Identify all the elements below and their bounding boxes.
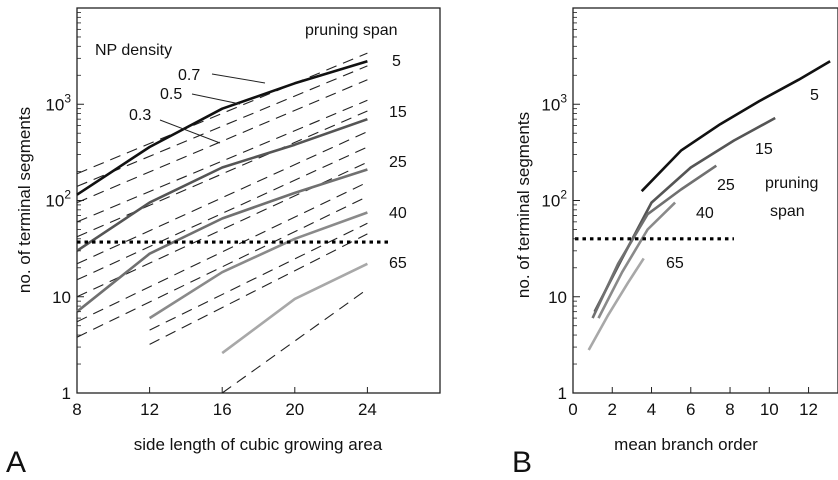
panel-a-y-tick-label: 10 <box>52 288 71 307</box>
span-label-65: 65 <box>666 255 684 272</box>
np-density-label: 0.5 <box>160 86 182 103</box>
span-label-5: 5 <box>810 87 819 104</box>
panel-b-chart: 0 2 4 6 8 10 12 1 10 102 103 5 15 25 40 65 pruning… <box>512 7 838 479</box>
np-density-dashed-line <box>76 52 368 175</box>
panel-a-x-tick-label: 8 <box>72 400 81 419</box>
panel-b-x-tick-label: 10 <box>760 400 779 419</box>
np-density-dashed-line <box>76 181 368 323</box>
panel-a-ticks: 8 12 16 20 24 1 10 102 103 <box>45 12 377 419</box>
np-density-dashed-line <box>76 131 368 265</box>
pruning-span-title-line2: span <box>770 203 805 220</box>
panel-b-ticks: 0 2 4 6 8 10 12 1 10 102 103 <box>541 12 818 419</box>
panel-a-series <box>76 59 368 355</box>
np-density-label: 0.3 <box>129 107 151 124</box>
span-label-15: 15 <box>389 104 407 121</box>
panel-b-y-tick-label: 10 <box>548 288 567 307</box>
span-label-25: 25 <box>717 177 735 194</box>
panel-b-series <box>587 60 831 351</box>
series-line-span-25 <box>591 164 718 319</box>
pruning-span-title-line1: pruning <box>765 175 818 192</box>
series-line-span-40 <box>148 211 368 320</box>
span-label-15: 15 <box>755 141 773 158</box>
panel-b-x-tick-label: 8 <box>725 400 734 419</box>
np-density-dashed-line <box>76 99 368 223</box>
panel-a-x-tick-label: 24 <box>358 400 377 419</box>
panel-a-x-axis-label: side length of cubic growing area <box>134 435 383 454</box>
series-line-span-15 <box>76 117 368 252</box>
np-leader-line <box>211 73 266 84</box>
np-density-label: 0.7 <box>178 67 200 84</box>
panel-a-y-axis-label: no. of terminal segments <box>15 107 34 293</box>
span-label-5: 5 <box>392 53 401 70</box>
series-line-span-65 <box>221 262 368 355</box>
span-label-40: 40 <box>389 205 407 222</box>
panel-a-x-tick-label: 12 <box>140 400 159 419</box>
panel-a-x-tick-label: 16 <box>213 400 232 419</box>
panel-a-y-tick-label: 102 <box>45 188 71 211</box>
panel-a-plot-frame <box>76 7 441 394</box>
pruning-span-title: pruning span <box>305 22 398 39</box>
np-density-dashed-line <box>149 233 368 345</box>
panel-a-chart: 8 12 16 20 24 1 10 102 103 NP density 0.7 0.5 0.… <box>6 7 441 479</box>
panel-a-y-tick-label: 1 <box>62 384 71 403</box>
series-line-span-40 <box>597 201 677 319</box>
panel-a-label: A <box>6 446 26 479</box>
panel-b-x-tick-label: 6 <box>686 400 695 419</box>
panel-b-y-axis-label: no. of terminal segments <box>514 112 533 298</box>
np-leader-line <box>191 93 241 105</box>
panel-b-y-tick-label: 103 <box>541 91 567 114</box>
panel-b-x-tick-label: 0 <box>568 400 577 419</box>
np-density-dashed-line <box>76 65 368 187</box>
panel-b-x-tick-label: 12 <box>799 400 818 419</box>
panel-b-y-tick-label: 1 <box>558 384 567 403</box>
series-line-span-5 <box>76 59 368 196</box>
panel-b-label: B <box>512 446 532 479</box>
series-line-span-65 <box>587 257 645 351</box>
panel-a-x-tick-label: 20 <box>285 400 304 419</box>
span-label-40: 40 <box>696 205 714 222</box>
panel-b-y-tick-label: 102 <box>541 188 567 211</box>
np-leader-line <box>159 119 221 144</box>
span-label-65: 65 <box>389 255 407 272</box>
np-density-title: NP density <box>95 42 172 59</box>
panel-b-x-tick-label: 2 <box>608 400 617 419</box>
series-line-span-25 <box>76 168 368 313</box>
panel-a-y-tick-label: 103 <box>45 91 71 114</box>
panel-b-plot-frame <box>572 7 838 394</box>
np-density-dashed-line <box>149 222 368 331</box>
panel-b-x-tick-label: 4 <box>647 400 656 419</box>
panel-b-x-axis-label: mean branch order <box>614 435 758 454</box>
np-density-dashed-line <box>221 288 368 394</box>
series-line-span-5 <box>640 60 831 193</box>
np-density-dashed-line <box>76 79 368 204</box>
span-label-25: 25 <box>389 154 407 171</box>
panel-a-dashed-lines <box>76 52 368 394</box>
